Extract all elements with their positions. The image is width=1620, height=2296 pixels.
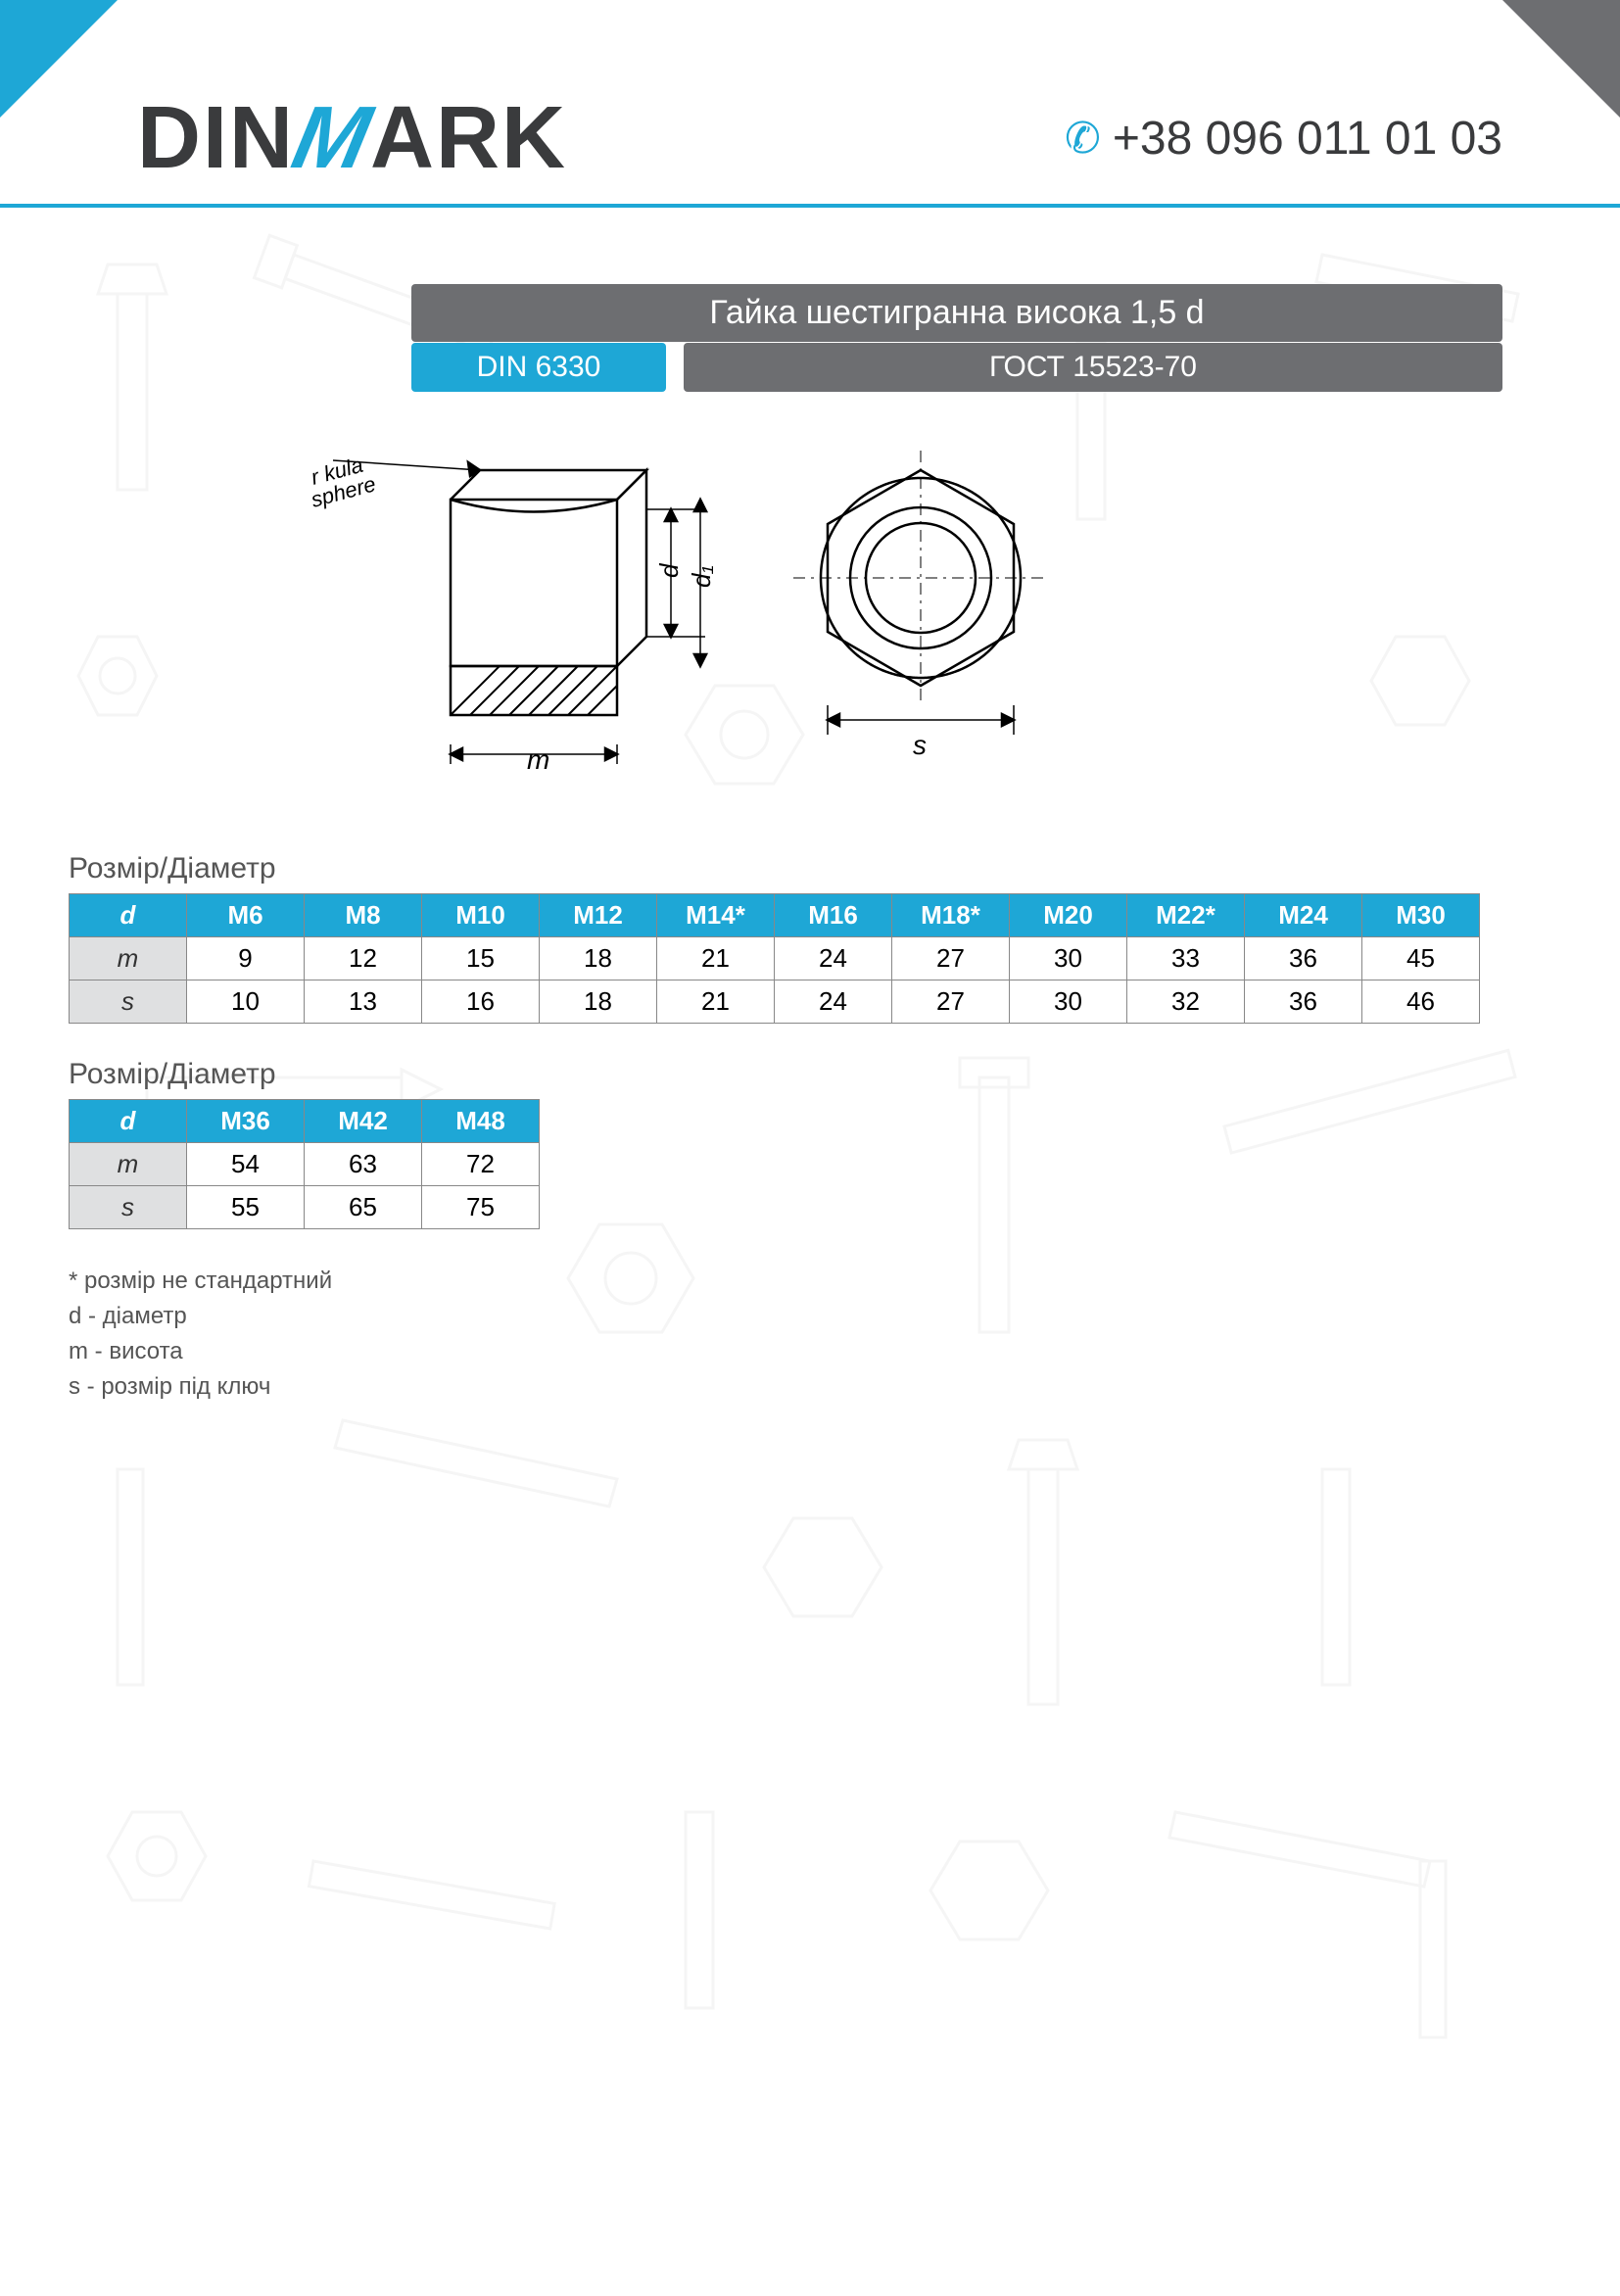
t2-cell: 72 <box>422 1143 540 1186</box>
standard-gost: ГОСТ 15523-70 <box>684 343 1502 392</box>
t1-col: M30 <box>1362 894 1480 937</box>
t1-cell: 27 <box>892 981 1010 1024</box>
t2-cell: 54 <box>187 1143 305 1186</box>
t1-cell: 13 <box>305 981 422 1024</box>
t1-row-s: s <box>70 981 187 1024</box>
t1-cell: 24 <box>775 937 892 981</box>
t1-col: M16 <box>775 894 892 937</box>
t2-cell: 55 <box>187 1186 305 1229</box>
t1-col: M14* <box>657 894 775 937</box>
logo-part-ark: ARK <box>370 88 567 189</box>
t1-cell: 18 <box>540 937 657 981</box>
table-2-wrap: Розмір/Діаметр d M36 M42 M48 m 54 63 72 … <box>69 1058 540 1229</box>
standards-row: DIN 6330 ГОСТ 15523-70 <box>411 343 1502 392</box>
t1-cell: 21 <box>657 981 775 1024</box>
spec-table-1: d M6 M8 M10 M12 M14* M16 M18* M20 M22* M… <box>69 893 1480 1024</box>
svg-text:s: s <box>913 730 927 760</box>
t1-cell: 12 <box>305 937 422 981</box>
t2-col: M42 <box>305 1100 422 1143</box>
t1-cell: 45 <box>1362 937 1480 981</box>
drawing-label-m: m <box>527 744 549 775</box>
t1-cell: 33 <box>1127 937 1245 981</box>
t1-cell: 16 <box>422 981 540 1024</box>
t2-row-s: s <box>70 1186 187 1229</box>
t1-cell: 15 <box>422 937 540 981</box>
t1-row-m: m <box>70 937 187 981</box>
t1-cell: 10 <box>187 981 305 1024</box>
t1-cell: 27 <box>892 937 1010 981</box>
logo-part-din: DIN <box>137 88 295 189</box>
t1-cell: 9 <box>187 937 305 981</box>
phone-icon: ✆ <box>1065 114 1101 164</box>
t1-cell: 24 <box>775 981 892 1024</box>
spec-table-2: d M36 M42 M48 m 54 63 72 s 55 65 75 <box>69 1099 540 1229</box>
t1-cell: 21 <box>657 937 775 981</box>
technical-drawing: r kula sphere m d d₁ <box>255 431 1234 803</box>
standard-din: DIN 6330 <box>411 343 666 392</box>
t1-cell: 18 <box>540 981 657 1024</box>
t1-col: M18* <box>892 894 1010 937</box>
t2-col: M36 <box>187 1100 305 1143</box>
t2-cell: 65 <box>305 1186 422 1229</box>
legend-line: * розмір не стандартний <box>69 1264 332 1299</box>
table-2-caption: Розмір/Діаметр <box>69 1058 540 1091</box>
t1-col: M24 <box>1245 894 1362 937</box>
phone-number: +38 096 011 01 03 <box>1113 112 1502 166</box>
t2-col: M48 <box>422 1100 540 1143</box>
table-1-caption: Розмір/Діаметр <box>69 852 1522 885</box>
legend: * розмір не стандартний d - діаметр m - … <box>69 1264 332 1405</box>
t2-cell: 63 <box>305 1143 422 1186</box>
t1-cell: 36 <box>1245 937 1362 981</box>
t1-cell: 30 <box>1010 937 1127 981</box>
title-bar: Гайка шестигранна висока 1,5 d <box>411 284 1502 342</box>
phone: ✆ +38 096 011 01 03 <box>1065 112 1502 166</box>
table-1-wrap: Розмір/Діаметр d M6 M8 M10 M12 M14* M16 … <box>69 852 1522 1024</box>
t1-cell: 36 <box>1245 981 1362 1024</box>
t1-col: M8 <box>305 894 422 937</box>
t1-col: M20 <box>1010 894 1127 937</box>
t1-col: M12 <box>540 894 657 937</box>
t1-col: M22* <box>1127 894 1245 937</box>
t2-row-m: m <box>70 1143 187 1186</box>
legend-line: m - висота <box>69 1334 332 1369</box>
t1-col: M10 <box>422 894 540 937</box>
logo-part-m: M <box>284 88 381 189</box>
t2-hd-d: d <box>70 1100 187 1143</box>
t1-cell: 46 <box>1362 981 1480 1024</box>
t1-hd-d: d <box>70 894 187 937</box>
t1-col: M6 <box>187 894 305 937</box>
t1-cell: 30 <box>1010 981 1127 1024</box>
legend-line: s - розмір під ключ <box>69 1369 332 1405</box>
logo: DINMARK <box>137 88 567 189</box>
t2-cell: 75 <box>422 1186 540 1229</box>
svg-text:d₁: d₁ <box>687 565 716 588</box>
header: DINMARK ✆ +38 096 011 01 03 <box>0 88 1620 189</box>
t1-cell: 32 <box>1127 981 1245 1024</box>
accent-line <box>0 204 1620 208</box>
svg-text:d: d <box>654 562 684 578</box>
legend-line: d - діаметр <box>69 1299 332 1334</box>
